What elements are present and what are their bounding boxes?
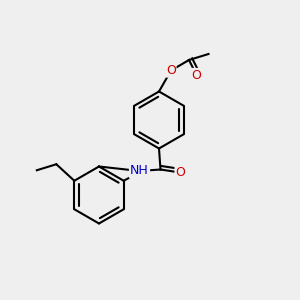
Text: O: O	[192, 68, 201, 82]
Text: O: O	[175, 166, 185, 179]
Text: NH: NH	[130, 164, 149, 178]
Text: O: O	[166, 64, 176, 77]
